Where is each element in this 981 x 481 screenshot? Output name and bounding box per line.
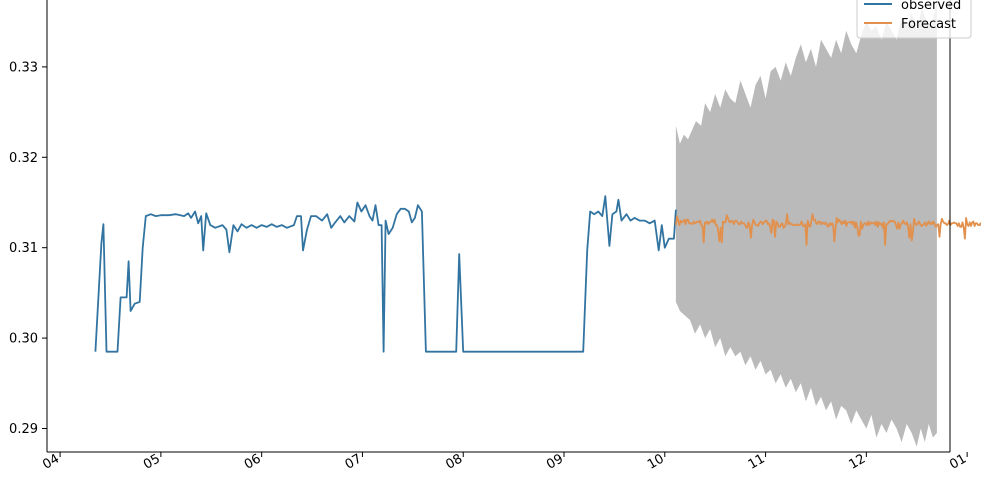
axes: 0.29 0.30 0.31 0.32 0.33 04 05 06 07 08 09 10 11 12 01 <box>9 0 969 473</box>
x-tick-label-08: 08 <box>443 451 465 472</box>
y-tick-label-0.31: 0.31 <box>9 241 38 256</box>
y-tick-label-0.30: 0.30 <box>9 332 38 347</box>
x-tick-label-04: 04 <box>40 451 62 472</box>
legend-forecast-label: Forecast <box>901 17 956 32</box>
x-tick-label-10: 10 <box>645 451 667 472</box>
observed-line <box>94 195 677 353</box>
forecast-line <box>675 213 981 246</box>
y-tick-label-0.33: 0.33 <box>9 60 38 75</box>
legend: observed Forecast <box>856 0 972 39</box>
x-tick-label-09: 09 <box>544 451 566 472</box>
x-tick-label-01: 01 <box>947 451 969 472</box>
x-tick-label-07: 07 <box>343 451 365 472</box>
x-tick-label-05: 05 <box>141 451 163 472</box>
x-tick-label-06: 06 <box>242 451 264 472</box>
y-tick-label-0.29: 0.29 <box>9 422 38 437</box>
x-tick-label-12: 12 <box>847 451 869 472</box>
legend-box <box>856 0 972 39</box>
confidence-band <box>675 0 937 447</box>
y-tick-label-0.32: 0.32 <box>9 151 38 166</box>
plot-area <box>94 0 981 447</box>
legend-observed-label: observed <box>901 0 961 13</box>
x-tick-label-11: 11 <box>746 451 768 472</box>
